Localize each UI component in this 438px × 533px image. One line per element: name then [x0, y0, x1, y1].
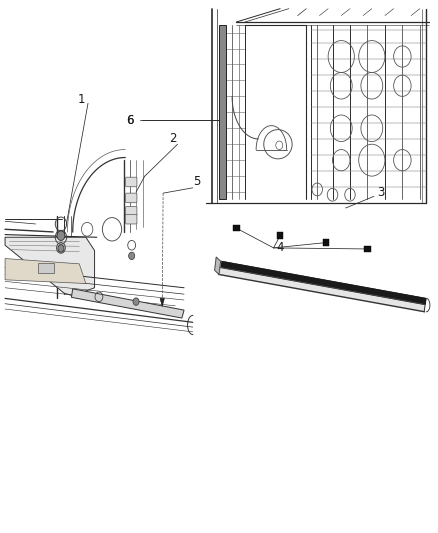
Bar	[364, 246, 371, 252]
Bar	[277, 232, 283, 239]
Circle shape	[57, 231, 65, 240]
Text: 6: 6	[126, 114, 133, 127]
Text: 4: 4	[276, 241, 284, 254]
Bar	[323, 239, 329, 246]
FancyBboxPatch shape	[126, 214, 137, 224]
Bar	[38, 263, 54, 273]
Text: 1: 1	[78, 93, 85, 106]
Polygon shape	[5, 237, 95, 296]
Polygon shape	[160, 298, 164, 306]
Text: 6: 6	[126, 114, 133, 127]
Text: 3: 3	[377, 185, 384, 199]
Text: 5: 5	[194, 175, 201, 188]
Circle shape	[58, 245, 64, 252]
Polygon shape	[220, 261, 426, 304]
FancyBboxPatch shape	[126, 206, 137, 216]
FancyBboxPatch shape	[126, 177, 137, 187]
Text: 2: 2	[170, 132, 177, 146]
Polygon shape	[5, 259, 86, 284]
Bar	[233, 225, 240, 231]
Circle shape	[133, 298, 139, 305]
Polygon shape	[215, 257, 221, 274]
Circle shape	[129, 252, 135, 260]
FancyBboxPatch shape	[126, 193, 137, 203]
Polygon shape	[219, 25, 226, 199]
Polygon shape	[71, 289, 184, 318]
Polygon shape	[219, 261, 426, 312]
